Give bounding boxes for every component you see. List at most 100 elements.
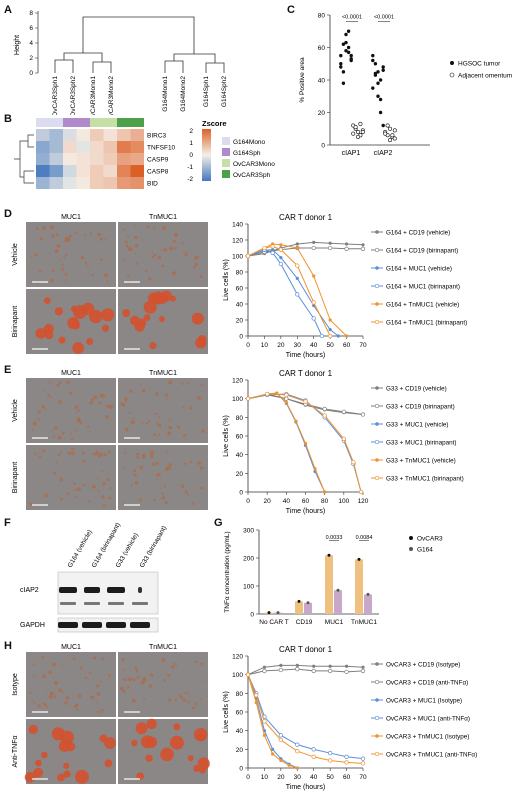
- cell-cluster: [121, 657, 125, 662]
- g-bar-point: [297, 599, 301, 603]
- heatmap-cell: [90, 141, 104, 153]
- cell-cluster: [78, 409, 81, 412]
- cell-cluster: [65, 253, 68, 256]
- y-tick-label: 60: [236, 710, 244, 717]
- cell-cluster: [42, 449, 46, 453]
- micrograph-tile: [118, 378, 208, 443]
- y-tick-label: 100: [232, 254, 243, 261]
- cell-cluster: [201, 679, 204, 682]
- cell-cluster: [66, 380, 70, 384]
- legend-label: OvCAR3 + CD19 (Isotype): [386, 662, 460, 669]
- data-point: [360, 756, 366, 761]
- cell-cluster: [79, 420, 83, 425]
- cell-cluster: [184, 462, 187, 465]
- heatmap-cell: [90, 165, 104, 177]
- series-line: [247, 245, 331, 337]
- cell-cluster: [182, 698, 186, 702]
- cell-cluster: [74, 231, 78, 234]
- y-tick-label: 0: [239, 490, 243, 497]
- cell-cluster: [86, 338, 94, 346]
- cell-cluster: [158, 415, 161, 418]
- micro-col-label: MUC1: [61, 370, 81, 377]
- cell-cluster: [36, 227, 39, 231]
- x-tick-label: 70: [359, 774, 367, 781]
- c-omentum-point: [358, 121, 363, 126]
- legend-marker: [374, 319, 380, 325]
- cell-cluster: [43, 297, 51, 304]
- cell-cluster: [107, 451, 111, 454]
- cell-cluster: [41, 405, 45, 409]
- a-ylabel: Height: [14, 35, 21, 55]
- heatmap-row-label: CASP8: [147, 169, 169, 176]
- x-tick-label: 10: [261, 342, 269, 349]
- cell-cluster: [64, 239, 68, 243]
- cell-cluster: [89, 232, 93, 235]
- c-ytick-label: 40: [318, 78, 326, 85]
- cell-cluster: [158, 487, 161, 490]
- data-point: [311, 668, 316, 674]
- y-tick-label: 20: [236, 747, 244, 754]
- cell-cluster: [142, 390, 145, 393]
- c-ytick-label: 20: [318, 110, 326, 117]
- a-ytick: 2: [29, 55, 33, 62]
- cell-cluster: [96, 477, 99, 480]
- micrograph-grid-h: MUC1 TnMUC1 Isotype Anti-TNFα: [10, 642, 215, 792]
- x-tick-label: 0: [246, 342, 250, 349]
- cell-cluster: [181, 382, 184, 385]
- y-tick-label: 40: [236, 302, 244, 309]
- cell-cluster: [102, 481, 106, 486]
- heatmap-cell: [90, 177, 104, 189]
- cell-cluster: [126, 685, 130, 689]
- legend-label: G164 + MUC1 (birinapant): [386, 284, 460, 291]
- cell-cluster: [104, 759, 113, 768]
- c-tumor-point: [346, 45, 351, 50]
- cell-cluster: [104, 737, 116, 749]
- data-point: [312, 274, 316, 278]
- cell-cluster: [74, 488, 77, 492]
- blot-band-gapdh: [82, 622, 102, 628]
- cell-cluster: [123, 677, 127, 681]
- cell-cluster: [30, 255, 33, 258]
- cell-cluster: [77, 694, 82, 699]
- cell-cluster: [55, 245, 58, 248]
- cell-cluster: [67, 451, 71, 455]
- cell-cluster: [176, 425, 180, 429]
- cell-cluster: [131, 698, 136, 703]
- data-point: [358, 489, 364, 495]
- cell-cluster: [57, 453, 61, 457]
- heatmap-group-bar: [130, 118, 144, 127]
- heatmap-cell: [63, 141, 77, 153]
- data-point: [275, 391, 279, 395]
- heatmap-cell: [49, 141, 63, 153]
- x-tick-label: 50: [327, 774, 335, 781]
- data-point: [323, 490, 327, 494]
- blot-band-gapdh: [58, 622, 78, 628]
- heatmap-group-swatch: [222, 170, 230, 178]
- x-tick-label: 40: [310, 342, 318, 349]
- cell-cluster: [35, 759, 42, 767]
- x-tick-label: 100: [338, 498, 349, 505]
- cell-cluster: [161, 492, 164, 495]
- cell-cluster: [126, 235, 129, 238]
- cell-cluster: [71, 447, 74, 451]
- data-point: [271, 248, 275, 252]
- cell-cluster: [106, 404, 110, 409]
- cell-cluster: [199, 466, 204, 470]
- cell-cluster: [51, 662, 56, 667]
- data-point: [295, 766, 299, 770]
- cell-cluster: [155, 461, 159, 466]
- data-point: [279, 243, 283, 247]
- cell-cluster: [124, 240, 128, 244]
- heatmap-cell: [117, 141, 131, 153]
- cell-cluster: [140, 680, 145, 685]
- data-point: [311, 754, 316, 759]
- data-point: [328, 241, 332, 245]
- cell-cluster: [86, 264, 89, 267]
- heatmap-group-swatch: [222, 148, 230, 156]
- cell-cluster: [101, 470, 104, 473]
- data-point: [313, 467, 317, 471]
- data-point: [262, 665, 267, 669]
- heatmap-scale-tick: 1: [189, 140, 193, 147]
- g-ytick-label: 100: [243, 584, 254, 591]
- cell-cluster: [56, 461, 58, 464]
